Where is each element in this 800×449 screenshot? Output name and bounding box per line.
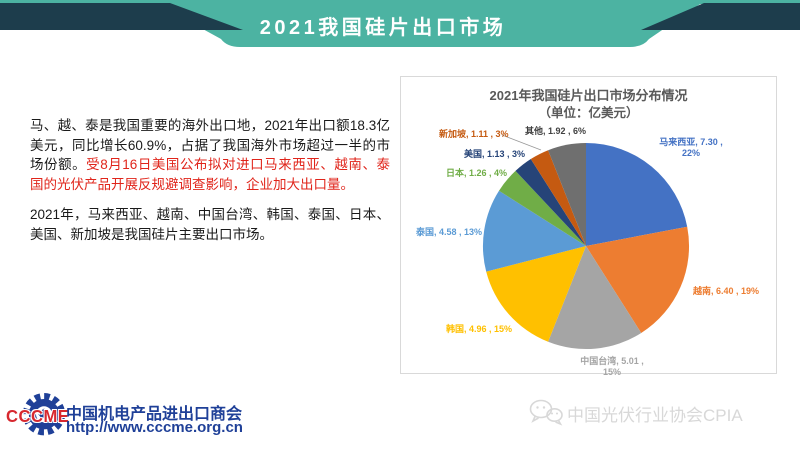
pie-slice-usa: [515, 159, 586, 246]
pie-slice-japan: [499, 170, 586, 246]
pie-slice-taiwan: [548, 246, 642, 350]
wechat-icon: [529, 399, 563, 426]
org-url[interactable]: http://www.cccme.org.cn: [66, 419, 243, 436]
pie-labels-layer: 马来西亚, 7.30 , 22% 越南, 6.40 , 19% 中国台湾, 5.01 …: [401, 77, 776, 377]
paragraph-2: 2021年，马来西亚、越南、中国台湾、韩国、泰国、日本、美国、新加坡是我国硅片主…: [30, 207, 390, 242]
pie-slice-thailand: [482, 190, 586, 272]
pie-slice-other: [548, 142, 586, 246]
pie-label-vietnam: 越南, 6.40 , 19%: [693, 286, 760, 296]
chart-subtitle: （单位：亿美元）: [538, 106, 639, 120]
leader-line-singapore: [501, 134, 542, 151]
pie-slice-singapore: [530, 150, 586, 246]
chart-title: 2021年我国硅片出口市场分布情况: [489, 88, 688, 103]
pie-chart: [482, 134, 690, 350]
pie-label-thailand: 泰国, 4.58 , 13%: [416, 227, 483, 237]
paragraph-1: 马、越、泰是我国重要的海外出口地，2021年出口额18.3亿美元，同比增长60.…: [30, 116, 390, 194]
pie-slice-korea: [486, 246, 586, 342]
gear-icon: [22, 393, 66, 436]
pie-label-usa: 美国, 1.13 , 3%: [464, 149, 526, 159]
header-teal-ribbon: [150, 0, 706, 47]
pie-label-taiwan: 中国台湾, 5.01 , 15%: [580, 356, 644, 377]
pie-label-korea: 韩国, 4.96 , 15%: [446, 324, 513, 334]
page-title: 2021我国硅片出口市场: [259, 17, 507, 39]
china-map-glyph: [38, 408, 50, 419]
pie-label-japan: 日本, 1.26 , 4%: [446, 168, 508, 178]
pie-label-other: 其他, 1.92 , 6%: [525, 126, 587, 136]
body-text: 马、越、泰是我国重要的海外出口地，2021年出口额18.3亿美元，同比增长60.…: [30, 116, 390, 244]
pie-label-malaysia: 马来西亚, 7.30 , 22%: [659, 137, 723, 158]
chart-panel: 2021年我国硅片出口市场分布情况 （单位：亿美元） 马来西亚, 7.30 ,2…: [400, 76, 777, 377]
header-banner: [0, 0, 800, 47]
pie-slice-malaysia: [586, 143, 688, 246]
cccme-acronym: CCCME: [6, 406, 70, 426]
paragraph-1-red: 受8月16日美国公布拟对进口马来西亚、越南、泰国的光伏产品开展反规避调查影响，企…: [30, 157, 390, 192]
pie-label-singapore: 新加坡, 1.11 , 3%: [439, 129, 509, 139]
cccme-logo: CCCME 中国机电产品进出口商会 http://www.cccme.org.c…: [0, 385, 300, 445]
watermark-text: 中国光伏行业协会CPIA: [567, 406, 743, 425]
header-navy-left: [0, 3, 243, 30]
paragraph-1-black: 马、越、泰是我国重要的海外出口地，2021年出口额18.3亿美元，同比增长60.…: [30, 118, 390, 172]
pie-slice-vietnam: [586, 226, 690, 333]
org-name: 中国机电产品进出口商会: [66, 406, 243, 423]
header-navy-right: [641, 3, 800, 30]
